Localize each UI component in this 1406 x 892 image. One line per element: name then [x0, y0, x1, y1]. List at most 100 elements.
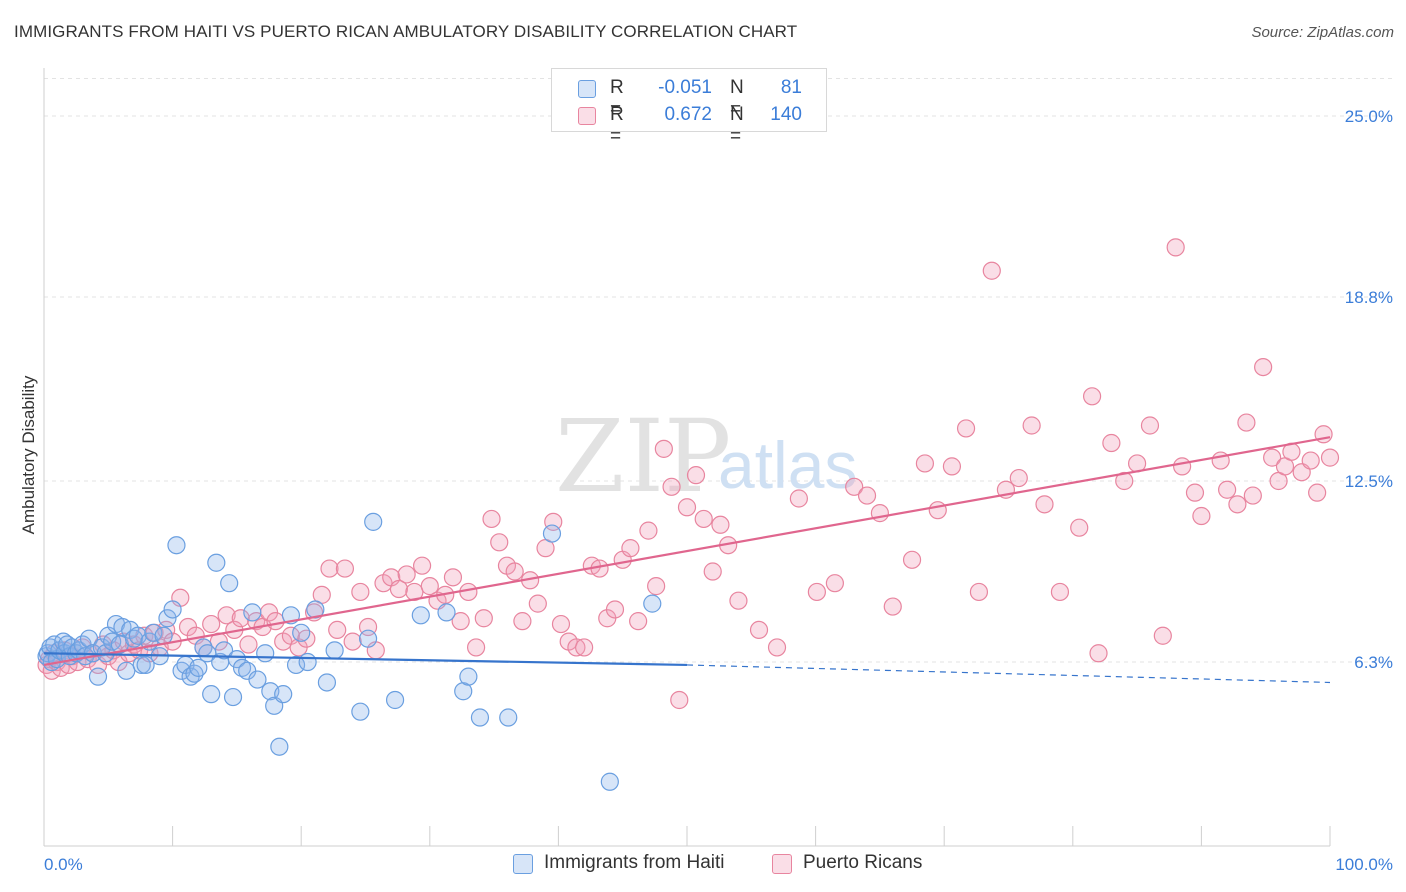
- data-point: [643, 594, 662, 613]
- legend-swatch-haiti: [578, 80, 596, 98]
- data-point: [621, 539, 640, 558]
- data-point: [266, 612, 285, 631]
- data-point: [1237, 413, 1256, 432]
- data-point: [505, 562, 524, 581]
- data-point: [1301, 451, 1320, 470]
- legend-r-value: -0.051: [658, 77, 712, 98]
- legend-r-value: 0.672: [664, 104, 712, 125]
- y-tick-label: 6.3%: [1354, 653, 1393, 672]
- data-point: [320, 559, 339, 578]
- data-point: [1082, 387, 1102, 406]
- legend-n-label: N =: [730, 104, 744, 147]
- data-point: [807, 582, 826, 602]
- data-point: [1192, 506, 1211, 526]
- data-point: [243, 603, 262, 622]
- data-point: [232, 658, 252, 677]
- data-point: [513, 612, 532, 631]
- data-point: [397, 565, 416, 584]
- data-point: [207, 553, 226, 572]
- data-point: [1185, 483, 1205, 502]
- data-point: [189, 658, 208, 677]
- series-legend-swatch-puerto-ricans: [772, 854, 792, 874]
- data-point: [317, 673, 337, 692]
- data-point: [385, 690, 405, 710]
- data-point: [88, 667, 108, 686]
- data-point: [729, 591, 748, 610]
- data-point: [202, 685, 221, 704]
- y-tick-label: 12.5%: [1345, 472, 1393, 491]
- data-point: [969, 582, 989, 602]
- data-point: [605, 600, 625, 619]
- watermark-zip: ZIP: [555, 398, 731, 515]
- data-point: [158, 609, 177, 628]
- data-point: [274, 685, 293, 704]
- data-point: [982, 261, 1001, 280]
- data-point: [749, 620, 769, 640]
- data-point: [825, 574, 844, 593]
- data-point: [1243, 486, 1262, 505]
- data-point: [670, 690, 689, 710]
- data-point: [1089, 644, 1108, 663]
- data-point: [286, 655, 306, 675]
- data-point: [128, 626, 147, 645]
- data-point: [1218, 480, 1237, 499]
- data-point: [1050, 582, 1070, 602]
- data-point: [231, 609, 250, 628]
- data-point: [389, 579, 409, 599]
- data-point: [551, 614, 571, 634]
- data-point: [883, 597, 902, 616]
- data-point: [528, 594, 547, 613]
- data-point: [1070, 518, 1089, 537]
- data-point: [1166, 238, 1185, 257]
- data-point: [443, 568, 463, 587]
- data-point: [270, 737, 289, 756]
- legend-swatch-puerto-ricans: [578, 107, 596, 125]
- data-point: [451, 612, 470, 631]
- data-point: [325, 641, 344, 660]
- legend-r-label: R =: [610, 104, 624, 147]
- y-tick-labels: 6.3% 12.5% 18.8% 25.0%: [1345, 107, 1393, 672]
- legend-n-value: 140: [770, 104, 802, 125]
- data-point: [459, 667, 478, 686]
- data-point: [217, 606, 236, 625]
- data-point: [629, 612, 648, 631]
- data-point: [575, 638, 594, 657]
- data-point: [1115, 471, 1134, 491]
- data-point: [411, 606, 430, 625]
- data-point: [1173, 457, 1192, 476]
- data-point: [223, 687, 243, 707]
- data-point: [490, 533, 509, 552]
- series-legend-label: Puerto Ricans: [803, 852, 923, 873]
- data-point: [1263, 448, 1282, 467]
- data-point: [474, 609, 493, 628]
- data-point: [437, 603, 456, 622]
- data-point: [79, 629, 99, 648]
- chart-title: IMMIGRANTS FROM HAITI VS PUERTO RICAN AM…: [14, 22, 798, 41]
- data-point: [686, 466, 706, 485]
- data-point: [767, 638, 787, 657]
- data-point: [297, 629, 316, 648]
- data-point: [412, 556, 432, 575]
- data-point: [1308, 483, 1327, 502]
- watermark-atlas: atlas: [718, 428, 857, 502]
- data-point: [703, 562, 722, 581]
- data-point: [466, 638, 486, 657]
- data-point: [202, 614, 221, 634]
- data-point: [144, 623, 163, 642]
- legend-n-value: 81: [780, 77, 802, 98]
- data-point: [117, 661, 136, 680]
- data-point: [915, 454, 935, 473]
- data-point: [351, 582, 370, 602]
- data-point: [1022, 416, 1041, 435]
- trend-lines: [43, 436, 1331, 684]
- legend-r-label: R =: [610, 77, 624, 120]
- data-point: [132, 655, 151, 675]
- trend-line-haiti: [43, 652, 688, 667]
- data-point: [956, 419, 976, 438]
- x-tick-label-min: 0.0%: [44, 855, 83, 874]
- data-point: [214, 641, 234, 660]
- data-point: [1228, 495, 1247, 514]
- data-point: [1153, 626, 1172, 645]
- data-point: [639, 521, 658, 540]
- axes: [43, 68, 1331, 847]
